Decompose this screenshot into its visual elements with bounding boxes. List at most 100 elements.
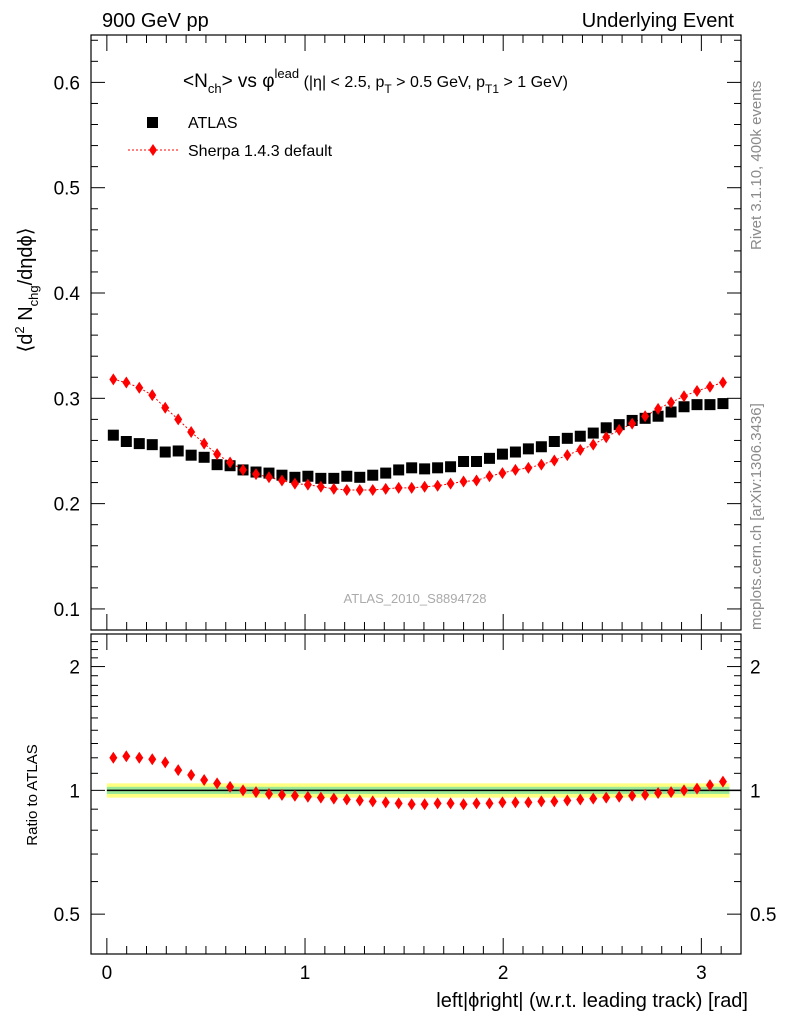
ratio-y-tick-label-right: 2 bbox=[750, 658, 761, 679]
sherpa-point bbox=[459, 475, 468, 488]
sherpa-point bbox=[109, 373, 118, 386]
atlas-point bbox=[107, 429, 119, 441]
header-right: Underlying Event bbox=[582, 10, 735, 32]
atlas-point bbox=[302, 470, 314, 482]
atlas-point bbox=[315, 472, 327, 484]
x-tick-label: 3 bbox=[696, 963, 707, 984]
rivet-label: Rivet 3.1.10, 400k events bbox=[748, 81, 765, 250]
sherpa-point bbox=[693, 384, 702, 397]
ratio-point bbox=[200, 773, 209, 786]
sherpa-point bbox=[381, 482, 390, 495]
sherpa-point bbox=[174, 413, 183, 426]
sherpa-mc-points bbox=[109, 373, 727, 496]
x-tick-label: 2 bbox=[498, 963, 509, 984]
sherpa-point bbox=[641, 410, 650, 423]
atlas-point bbox=[561, 432, 573, 444]
ratio-y-tick-label: 2 bbox=[69, 658, 80, 679]
atlas-point bbox=[652, 410, 664, 422]
ratio-point bbox=[213, 777, 222, 790]
ratio-point bbox=[187, 768, 196, 781]
sherpa-point bbox=[705, 380, 714, 393]
ratio-y-tick-label-right: 1 bbox=[750, 781, 761, 802]
atlas-point bbox=[185, 449, 197, 461]
sherpa-point bbox=[368, 483, 377, 496]
sherpa-point bbox=[718, 376, 727, 389]
ratio-point bbox=[537, 795, 546, 808]
sherpa-point bbox=[680, 390, 689, 403]
atlas-point bbox=[548, 435, 560, 447]
atlas-point bbox=[146, 439, 158, 451]
ratio-y-tick-label: 1 bbox=[69, 781, 80, 802]
ratio-point bbox=[316, 791, 325, 804]
ratio-point bbox=[226, 780, 235, 793]
ratio-point bbox=[472, 797, 481, 810]
ratio-point bbox=[446, 797, 455, 810]
ratio-point bbox=[498, 796, 507, 809]
ratio-y-tick-label-right: 0.5 bbox=[750, 905, 776, 926]
analysis-id: ATLAS_2010_S8894728 bbox=[344, 591, 487, 606]
main-y-tick-label: 0.2 bbox=[54, 495, 80, 516]
sherpa-point bbox=[135, 381, 144, 394]
sherpa-point bbox=[213, 448, 222, 461]
ratio-point bbox=[122, 750, 131, 763]
sherpa-point bbox=[511, 463, 520, 476]
sherpa-point bbox=[342, 483, 351, 496]
sherpa-point bbox=[122, 376, 131, 389]
sherpa-point bbox=[264, 471, 273, 484]
sherpa-point bbox=[446, 477, 455, 490]
ratio-point bbox=[264, 787, 273, 800]
sherpa-point bbox=[537, 458, 546, 471]
main-y-tick-label: 0.5 bbox=[54, 179, 80, 200]
sherpa-point bbox=[602, 431, 611, 444]
ratio-point bbox=[420, 798, 429, 811]
atlas-point bbox=[367, 469, 379, 481]
ratio-point bbox=[576, 793, 585, 806]
atlas-point bbox=[432, 462, 444, 474]
ratio-point bbox=[705, 779, 714, 792]
ratio-point bbox=[109, 751, 118, 764]
atlas-point bbox=[406, 462, 418, 474]
sherpa-point bbox=[394, 481, 403, 494]
sherpa-point bbox=[420, 480, 429, 493]
sherpa-point bbox=[407, 481, 416, 494]
sherpa-connecting-line bbox=[113, 378, 724, 491]
sherpa-point bbox=[355, 483, 364, 496]
ratio-point bbox=[161, 756, 170, 769]
x-tick-label: 1 bbox=[300, 963, 311, 984]
atlas-point bbox=[600, 422, 612, 434]
atlas-point bbox=[704, 399, 716, 411]
ratio-point bbox=[485, 797, 494, 810]
sherpa-point bbox=[524, 461, 533, 474]
atlas-point bbox=[380, 467, 392, 479]
ratio-point bbox=[329, 792, 338, 805]
atlas-point bbox=[574, 430, 586, 442]
legend-atlas-marker bbox=[147, 117, 158, 128]
atlas-point bbox=[198, 451, 210, 463]
ratio-panel-frame bbox=[90, 633, 742, 955]
sherpa-point bbox=[615, 423, 624, 436]
atlas-point bbox=[665, 406, 677, 418]
legend-sherpa-marker bbox=[149, 144, 157, 156]
sherpa-point bbox=[277, 474, 286, 487]
ratio-point bbox=[718, 775, 727, 788]
main-panel-frame bbox=[90, 34, 742, 631]
ratio-point bbox=[433, 797, 442, 810]
atlas-point bbox=[289, 471, 301, 483]
ratio-point bbox=[524, 796, 533, 809]
sherpa-point bbox=[316, 480, 325, 493]
atlas-point bbox=[419, 463, 431, 475]
ratio-point bbox=[277, 788, 286, 801]
mcplots-label: mcplots.cern.ch [arXiv:1306.3436] bbox=[748, 403, 765, 630]
sherpa-point bbox=[485, 470, 494, 483]
ratio-point bbox=[693, 782, 702, 795]
sherpa-point bbox=[239, 463, 248, 476]
atlas-point bbox=[211, 459, 223, 471]
sherpa-point bbox=[226, 456, 235, 469]
sherpa-point bbox=[187, 426, 196, 439]
ratio-point bbox=[290, 789, 299, 802]
legend-atlas-label: ATLAS bbox=[188, 115, 238, 132]
sherpa-point bbox=[252, 468, 261, 481]
atlas-point bbox=[133, 438, 145, 450]
ratio-point bbox=[511, 796, 520, 809]
ratio-uncertainty-band bbox=[106, 783, 741, 798]
